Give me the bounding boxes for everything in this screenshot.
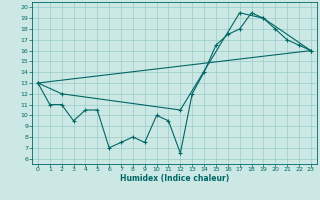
X-axis label: Humidex (Indice chaleur): Humidex (Indice chaleur)	[120, 174, 229, 183]
